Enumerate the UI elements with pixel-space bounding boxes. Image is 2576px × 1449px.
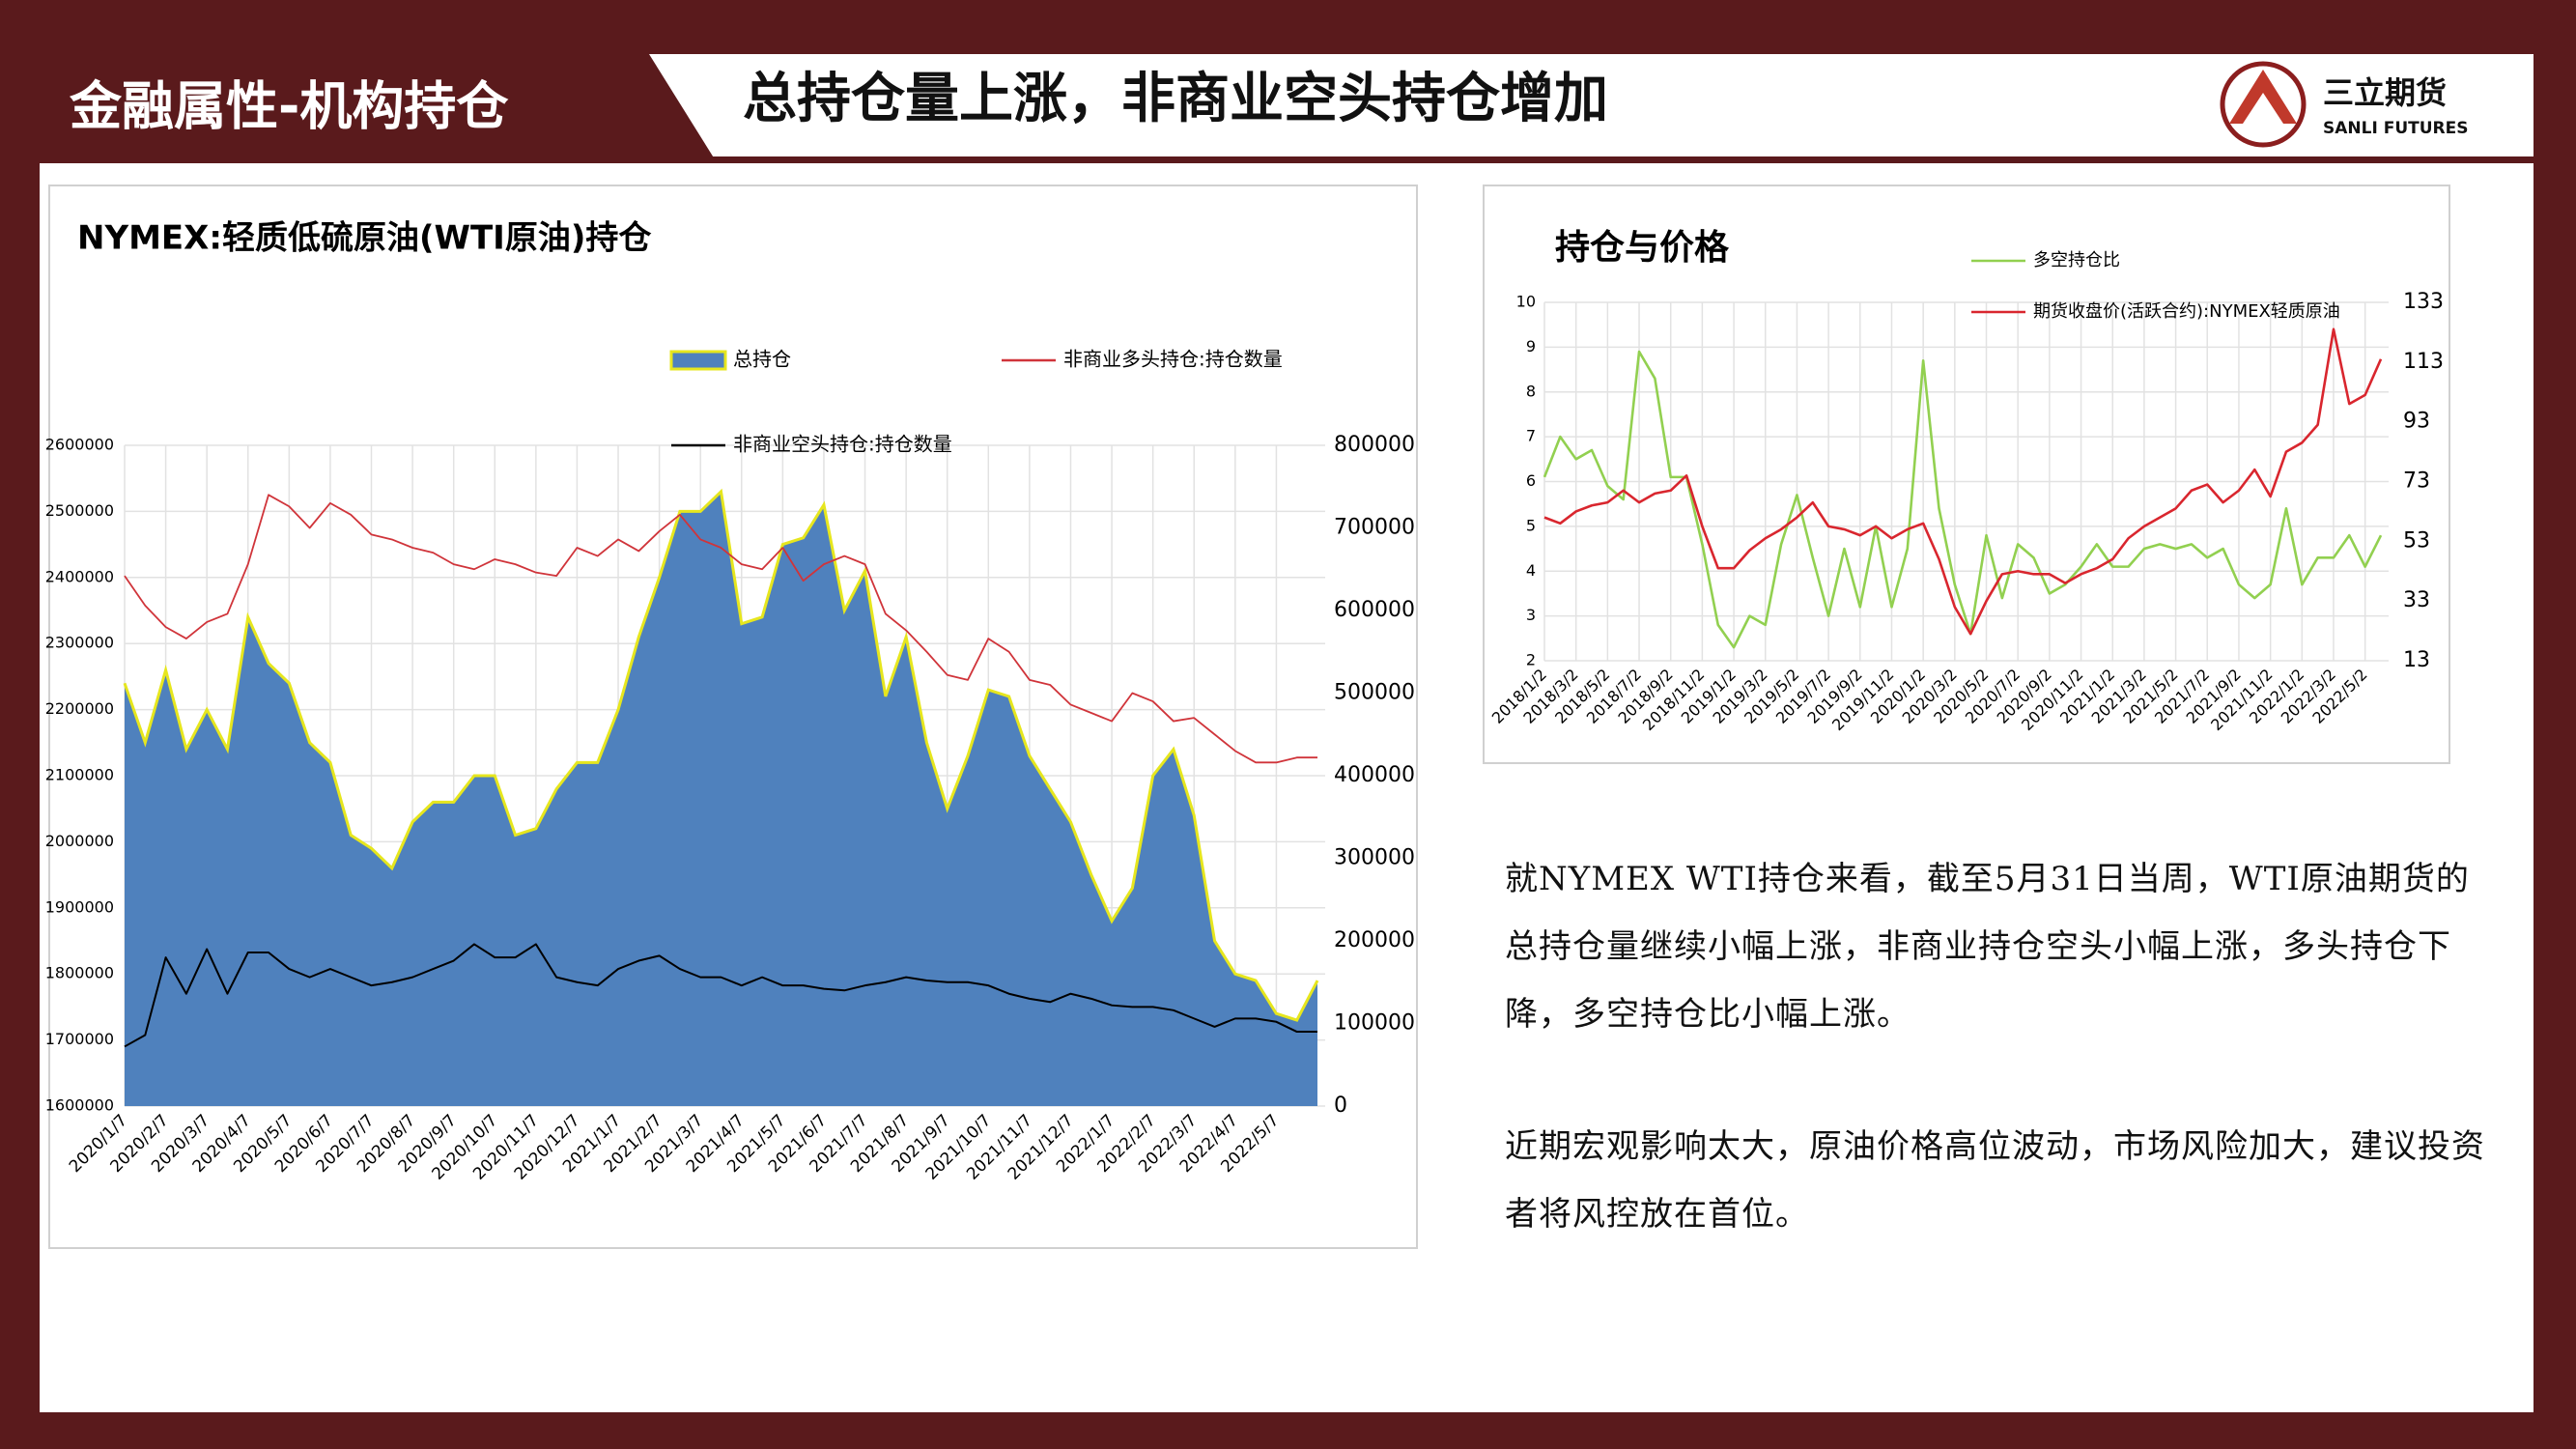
- y2-tick-label: 0: [1334, 1094, 1347, 1118]
- y-tick-label: 10: [1516, 293, 1536, 311]
- legend-swatch: [669, 350, 727, 371]
- y-tick-label: 2400000: [45, 567, 114, 585]
- section-tab: [40, 54, 715, 159]
- y-tick-label: 8: [1526, 382, 1536, 400]
- logo-mountain-inner: [2243, 93, 2283, 124]
- paragraph: 近期宏观影响太大，原油价格高位波动，市场风险加大，建议投资者将风控放在首位。: [1505, 1127, 2485, 1234]
- line: [124, 943, 1317, 1048]
- logo: 三立期货 SANLI FUTURES: [2220, 61, 2468, 148]
- legend-label: 非商业多头持仓:持仓数量: [1063, 348, 1283, 371]
- y2-tick-label: 13: [2403, 648, 2430, 672]
- y-tick-label: 1600000: [45, 1096, 114, 1115]
- y-tick-label: 2300000: [45, 634, 114, 652]
- legend-label: 期货收盘价(活跃合约):NYMEX轻质原油: [2033, 301, 2340, 322]
- y2-tick-label: 33: [2403, 588, 2430, 612]
- y2-tick-label: 113: [2403, 350, 2444, 374]
- legend-label: 非商业空头持仓:持仓数量: [733, 433, 952, 456]
- section-label: 金融属性-机构持仓: [69, 76, 509, 137]
- y2-tick-label: 500000: [1334, 681, 1415, 705]
- y-tick-label: 2: [1526, 651, 1536, 669]
- logo-name: 三立期货: [2323, 74, 2447, 111]
- y-tick-label: 2000000: [45, 832, 114, 850]
- y2-tick-label: 600000: [1334, 598, 1415, 622]
- legend-label: 多空持仓比: [2033, 250, 2120, 270]
- y2-tick-label: 93: [2403, 410, 2430, 434]
- header-rule: [40, 156, 2534, 163]
- y-tick-label: 2500000: [45, 501, 114, 520]
- y2-tick-label: 100000: [1334, 1011, 1415, 1036]
- chart-title: NYMEX:轻质低硫原油(WTI原油)持仓: [77, 219, 652, 258]
- y-tick-label: 4: [1526, 561, 1536, 580]
- chart-title: 持仓与价格: [1555, 228, 1730, 268]
- y2-tick-label: 200000: [1334, 928, 1415, 952]
- logo-ring: [2220, 61, 2307, 148]
- chart-frame: [1483, 185, 2450, 764]
- y-tick-label: 1900000: [45, 897, 114, 916]
- y-tick-label: 7: [1526, 427, 1536, 445]
- line: [124, 494, 1317, 764]
- y2-tick-label: 800000: [1334, 433, 1415, 457]
- y2-tick-label: 700000: [1334, 516, 1415, 540]
- y-tick-label: 5: [1526, 516, 1536, 534]
- y2-tick-label: 133: [2403, 290, 2444, 314]
- y2-tick-label: 53: [2403, 528, 2430, 553]
- slide-title: 总持仓量上涨，非商业空头持仓增加: [743, 68, 1608, 130]
- y-tick-label: 3: [1526, 606, 1536, 624]
- area-outline: [123, 488, 1319, 1022]
- y-tick-label: 6: [1526, 471, 1536, 490]
- y-tick-label: 2200000: [45, 699, 114, 718]
- logo-subtitle: SANLI FUTURES: [2323, 119, 2468, 138]
- legend-label: 总持仓: [733, 348, 791, 371]
- area-fill: [125, 491, 1317, 1106]
- y2-tick-label: 300000: [1334, 846, 1415, 870]
- line: [1543, 327, 2383, 636]
- y2-tick-label: 73: [2403, 469, 2430, 494]
- y-tick-label: 1800000: [45, 964, 114, 982]
- y-tick-label: 2600000: [45, 436, 114, 454]
- y2-tick-label: 400000: [1334, 763, 1415, 787]
- y-tick-label: 2100000: [45, 766, 114, 784]
- y-tick-label: 9: [1526, 337, 1536, 355]
- y-tick-label: 1700000: [45, 1030, 114, 1048]
- paragraph: 就NYMEX WTI持仓来看，截至5月31日当周，WTI原油期货的总持仓量继续小…: [1505, 860, 2470, 1034]
